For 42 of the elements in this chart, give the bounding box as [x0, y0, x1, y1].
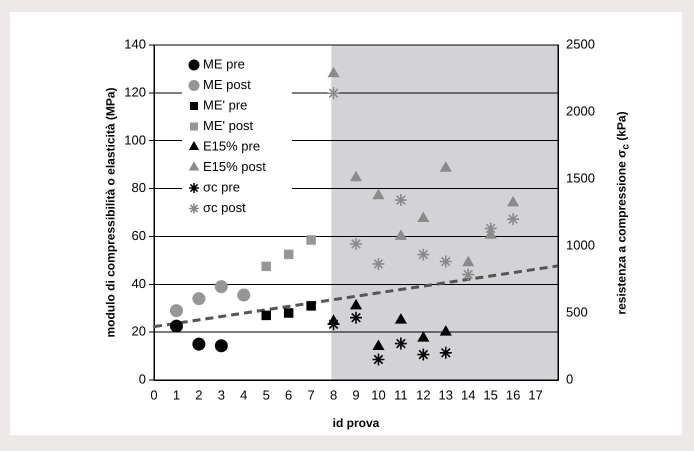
- legend-label: E15% post: [203, 159, 266, 174]
- x-tick-label: 14: [460, 387, 476, 402]
- x-tick-label: 16: [506, 387, 520, 402]
- y-tick-label: 60: [132, 228, 146, 244]
- x-tick-label: 10: [371, 387, 386, 402]
- legend-label: ME pre: [203, 56, 245, 72]
- x-tick-label: 7: [307, 387, 315, 402]
- y-tick-label: 100: [124, 132, 146, 148]
- legend-label: ME' pre: [203, 98, 248, 113]
- x-axis-title: id prova: [332, 416, 380, 430]
- y-tick-label: 80: [132, 180, 146, 196]
- y2-tick-label: 2500: [566, 36, 595, 52]
- x-tick-label: 13: [438, 387, 454, 402]
- x-tick-label: 15: [483, 387, 498, 402]
- legend-label: σc post: [203, 200, 246, 216]
- x-tick-label: 8: [330, 387, 338, 402]
- x-tick-label: 17: [528, 387, 543, 402]
- x-tick-label: 12: [416, 387, 431, 402]
- y-tick-label: 0: [138, 372, 146, 387]
- y2-tick-label: 2000: [566, 104, 595, 119]
- x-tick-label: 5: [262, 387, 270, 402]
- legend-label: ME post: [203, 77, 252, 92]
- x-tick-label: 9: [352, 387, 360, 402]
- y-tick-label: 20: [132, 324, 146, 339]
- x-tick-label: 4: [240, 387, 248, 402]
- y-axis-title: modulo di compressibilità o elasticità (MPa): [104, 87, 118, 338]
- x-tick-label: 11: [394, 387, 408, 402]
- y2-tick-label: 1500: [566, 170, 595, 186]
- legend-label: ME' post: [203, 118, 254, 134]
- y-tick-label: 120: [124, 84, 146, 100]
- x-tick-label: 2: [195, 387, 203, 402]
- legend-label: σc pre: [203, 180, 240, 195]
- y-tick-label: 140: [124, 36, 146, 52]
- y-tick-label: 40: [132, 276, 146, 291]
- y2-tick-label: 0: [566, 372, 574, 387]
- x-tick-label: 6: [285, 387, 292, 402]
- legend-label: E15% pre: [203, 138, 260, 154]
- y2-tick-label: 500: [566, 304, 588, 320]
- x-tick-label: 0: [150, 387, 158, 402]
- y2-tick-label: 1000: [566, 238, 595, 253]
- x-tick-label: 3: [218, 387, 225, 402]
- x-tick-label: 1: [172, 387, 180, 402]
